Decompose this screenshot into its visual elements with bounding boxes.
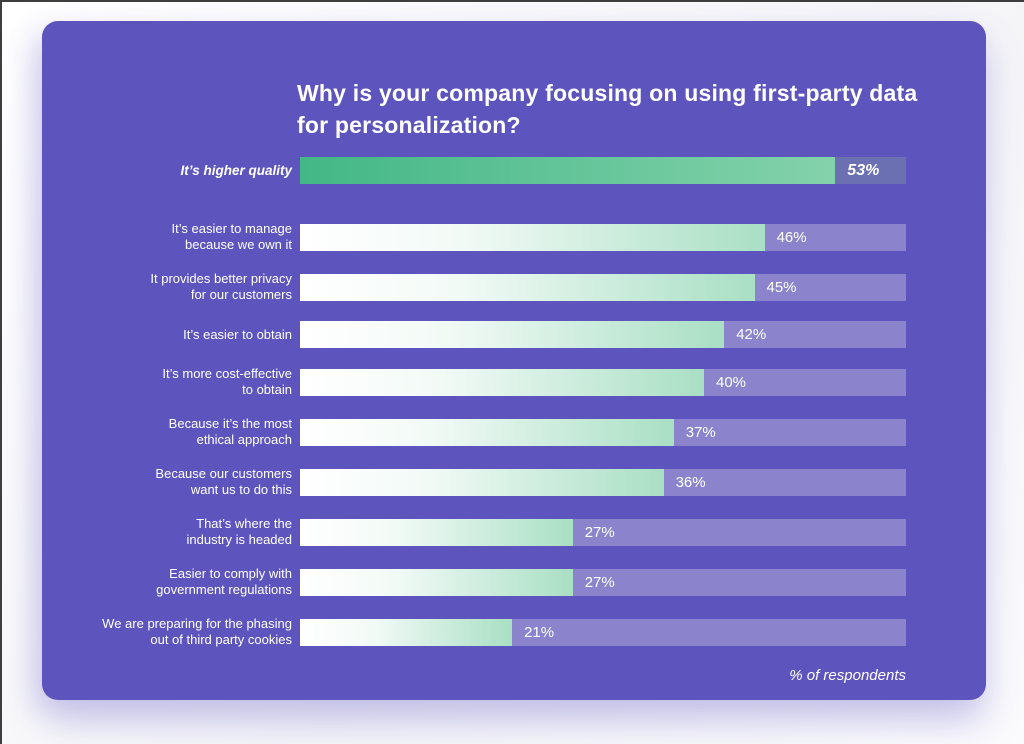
bar-value-label: 40% bbox=[716, 373, 747, 391]
bar-fill bbox=[300, 518, 573, 546]
bar-category-label: It provides better privacy for our custo… bbox=[150, 271, 292, 302]
bar-category-label: It’s more cost-effective to obtain bbox=[162, 366, 292, 397]
bar-track: 21% bbox=[300, 618, 906, 646]
bar-category-label: That’s where the industry is headed bbox=[186, 516, 292, 547]
bar-category-label: We are preparing for the phasing out of … bbox=[102, 616, 292, 647]
axis-unit-label: % of respondents bbox=[789, 667, 906, 684]
bar-row: We are preparing for the phasing out of … bbox=[42, 616, 906, 648]
bar-track: 37% bbox=[300, 418, 906, 446]
bar-fill bbox=[300, 568, 573, 596]
bar-row: That’s where the industry is headed 27% bbox=[42, 516, 906, 548]
bar-track: 36% bbox=[300, 468, 906, 496]
bar-category-label: Because it’s the most ethical approach bbox=[168, 416, 292, 447]
bar-row: Because our customers want us to do this… bbox=[42, 466, 906, 498]
bar-chart: It’s higher quality 53% It’s easier to m… bbox=[42, 157, 906, 648]
bar-track: 40% bbox=[300, 368, 906, 396]
bar-fill bbox=[300, 321, 725, 348]
bar-row: It’s more cost-effective to obtain 40% bbox=[42, 366, 906, 398]
bar-category-label: Because our customers want us to do this bbox=[155, 466, 292, 497]
bar-value-label: 36% bbox=[675, 473, 706, 491]
bar-value-label: 42% bbox=[736, 326, 767, 343]
bar-value-label: 46% bbox=[776, 228, 807, 246]
bar-track: 45% bbox=[300, 273, 906, 301]
bar-fill bbox=[300, 157, 836, 184]
bar-category-label: It’s higher quality bbox=[180, 162, 292, 178]
bar-category-label: Easier to comply with government regulat… bbox=[156, 566, 292, 597]
bar-row: Because it’s the most ethical approach 3… bbox=[42, 416, 906, 448]
bar-category-label: It’s easier to obtain bbox=[183, 326, 292, 342]
bar-value-label: 27% bbox=[584, 523, 615, 541]
bar-row: Easier to comply with government regulat… bbox=[42, 566, 906, 598]
bar-track: 53% bbox=[300, 157, 906, 184]
bar-track: 46% bbox=[300, 223, 906, 251]
bar-fill bbox=[300, 418, 674, 446]
bar-track: 27% bbox=[300, 518, 906, 546]
bar-category-label: It’s easier to manage because we own it bbox=[171, 221, 292, 252]
bar-value-label: 27% bbox=[584, 573, 615, 591]
bar-fill bbox=[300, 273, 755, 301]
bar-value-label: 45% bbox=[766, 278, 797, 296]
bar-value-label: 37% bbox=[685, 423, 716, 441]
bar-fill bbox=[300, 618, 513, 646]
bar-track: 42% bbox=[300, 321, 906, 348]
bar-row: It’s easier to obtain 42% bbox=[42, 321, 906, 348]
bar-row: It provides better privacy for our custo… bbox=[42, 271, 906, 303]
chart-card: Why is your company focusing on using fi… bbox=[42, 21, 986, 700]
bar-track: 27% bbox=[300, 568, 906, 596]
bar-row: It’s higher quality 53% bbox=[42, 157, 906, 184]
bar-value-label: 53% bbox=[847, 161, 880, 179]
bar-value-label: 21% bbox=[524, 623, 555, 641]
bar-fill bbox=[300, 223, 765, 251]
bar-row: It’s easier to manage because we own it … bbox=[42, 221, 906, 253]
bar-fill bbox=[300, 468, 664, 496]
bar-fill bbox=[300, 368, 704, 396]
chart-title: Why is your company focusing on using fi… bbox=[297, 80, 918, 138]
